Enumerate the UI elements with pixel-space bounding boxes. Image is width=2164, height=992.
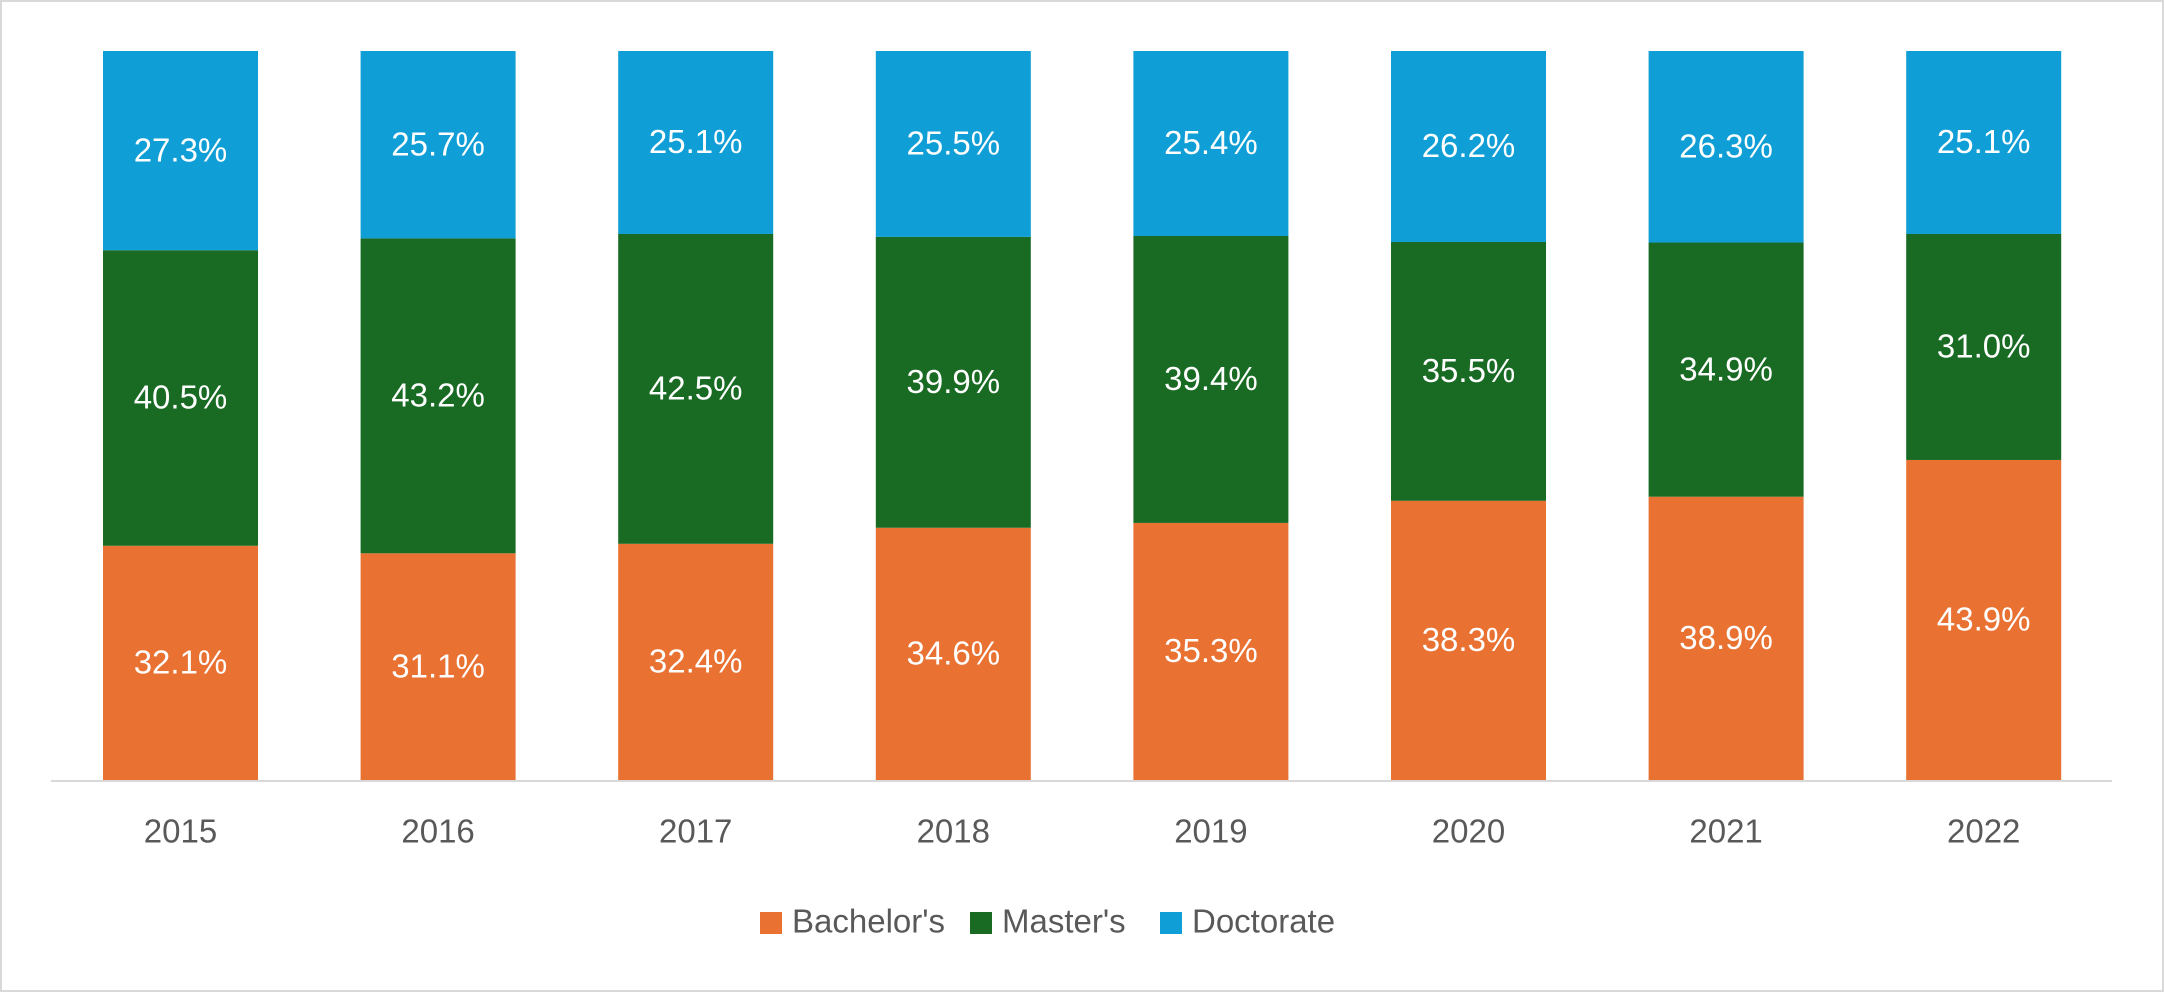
x-tick-label: 2020 bbox=[1432, 813, 1505, 850]
data-label: 32.1% bbox=[134, 644, 228, 681]
legend-label: Master's bbox=[1002, 903, 1126, 940]
data-label: 35.5% bbox=[1422, 352, 1516, 389]
bar-segment-doctorate-2016 bbox=[360, 51, 516, 239]
x-tick-label: 2021 bbox=[1689, 813, 1762, 850]
data-label: 25.7% bbox=[391, 125, 485, 162]
bar-segment-masters-2015 bbox=[103, 250, 258, 546]
x-tick-label: 2019 bbox=[1174, 813, 1247, 850]
legend-label: Doctorate bbox=[1192, 903, 1335, 940]
legend-label: Bachelor's bbox=[792, 903, 945, 940]
bar-segment-doctorate-2021 bbox=[1648, 51, 1804, 243]
data-label: 26.2% bbox=[1422, 127, 1516, 164]
data-label: 40.5% bbox=[134, 379, 228, 416]
legend-swatch-doctorate bbox=[1160, 912, 1182, 934]
bar-segment-masters-2019 bbox=[1133, 235, 1289, 523]
bar-segment-doctorate-2015 bbox=[103, 51, 258, 251]
data-label: 34.9% bbox=[1679, 350, 1773, 387]
bar-segment-bachelors-2018 bbox=[875, 527, 1031, 780]
bar-segment-bachelors-2021 bbox=[1648, 496, 1804, 780]
bar-segment-masters-2018 bbox=[875, 236, 1031, 528]
data-label: 27.3% bbox=[134, 131, 228, 168]
bar-segment-bachelors-2020 bbox=[1391, 500, 1546, 780]
data-label: 39.4% bbox=[1164, 360, 1258, 397]
data-label: 38.3% bbox=[1422, 621, 1516, 658]
bar-segment-masters-2016 bbox=[360, 238, 516, 554]
bar-segment-doctorate-2022 bbox=[1906, 51, 2062, 234]
x-tick-label: 2015 bbox=[144, 813, 217, 850]
data-label: 26.3% bbox=[1679, 127, 1773, 164]
bar-segment-masters-2020 bbox=[1391, 241, 1546, 501]
data-label: 35.3% bbox=[1164, 632, 1258, 669]
bar-segment-bachelors-2016 bbox=[360, 553, 516, 780]
data-label: 38.9% bbox=[1679, 619, 1773, 656]
data-label: 43.2% bbox=[391, 377, 485, 414]
data-label: 25.5% bbox=[907, 125, 1001, 162]
bar-segment-masters-2021 bbox=[1648, 242, 1804, 497]
x-tick-label: 2018 bbox=[917, 813, 990, 850]
x-tick-label: 2016 bbox=[401, 813, 474, 850]
data-label: 31.1% bbox=[391, 647, 485, 684]
legend-swatch-bachelors bbox=[760, 912, 782, 934]
bar-segment-masters-2017 bbox=[618, 233, 774, 544]
bar-segment-bachelors-2015 bbox=[103, 545, 258, 780]
bar-segment-doctorate-2018 bbox=[875, 51, 1031, 237]
data-label: 42.5% bbox=[649, 370, 743, 407]
legend-swatch-masters bbox=[970, 912, 992, 934]
data-label: 39.9% bbox=[907, 363, 1001, 400]
bar-segment-doctorate-2017 bbox=[618, 51, 774, 234]
data-label: 34.6% bbox=[907, 635, 1001, 672]
bar-segment-bachelors-2017 bbox=[618, 543, 774, 780]
data-label: 31.0% bbox=[1937, 328, 2031, 365]
data-label: 25.1% bbox=[649, 123, 743, 160]
x-tick-label: 2022 bbox=[1947, 813, 2020, 850]
x-tick-label: 2017 bbox=[659, 813, 732, 850]
data-label: 25.1% bbox=[1937, 123, 2031, 160]
data-label: 32.4% bbox=[649, 643, 743, 680]
bar-segment-doctorate-2020 bbox=[1391, 51, 1546, 242]
data-label: 25.4% bbox=[1164, 124, 1258, 161]
data-label: 43.9% bbox=[1937, 601, 2031, 638]
bar-segment-masters-2022 bbox=[1906, 233, 2062, 460]
bar-segment-bachelors-2022 bbox=[1906, 459, 2062, 780]
bar-segment-doctorate-2019 bbox=[1133, 51, 1289, 236]
bar-segment-bachelors-2019 bbox=[1133, 522, 1289, 780]
